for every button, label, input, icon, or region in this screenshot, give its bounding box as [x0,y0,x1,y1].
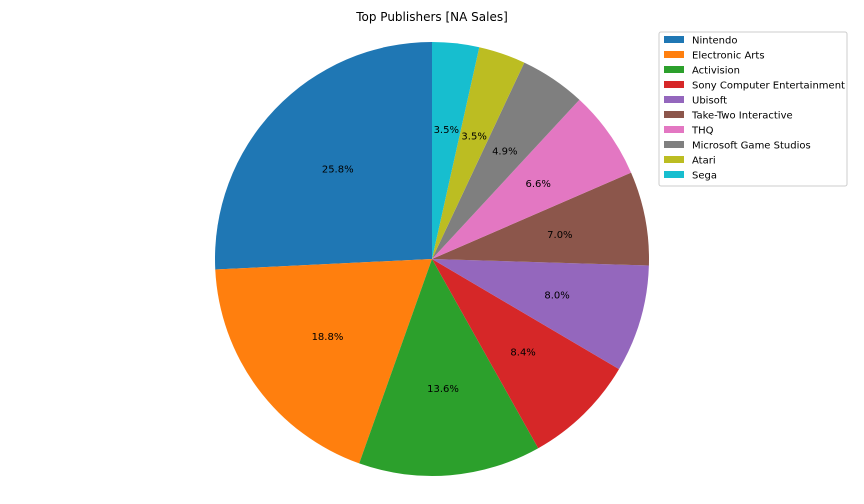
legend: Nintendo Electronic Arts Activision Sony Co… [658,31,848,187]
legend-entry-label: Ubisoft [692,96,727,107]
pie-slice-atari [432,47,525,259]
legend-entry-label: Atari [692,156,716,167]
legend-entry-label: Take-Two Interactive [691,111,793,122]
legend-entry-label: Sony Computer Entertainment [692,81,845,92]
legend-entry-label: Microsoft Game Studios [692,141,811,152]
legend-entry-label: Nintendo [692,36,737,47]
percent-label: 6.6% [526,179,551,190]
percent-label: 7.0% [547,230,572,241]
legend-swatch [664,81,684,88]
legend-swatch [664,141,684,148]
percent-label: 3.5% [434,125,459,136]
percent-label: 13.6% [427,384,459,395]
legend-swatch [664,171,684,178]
legend-entry-label: Sega [692,171,717,182]
pie-slice-microsoft-game-studios [432,62,580,259]
pie-slice-thq [432,99,632,259]
pie-slice-sony-computer-entertainment [432,259,620,449]
pie-slice-electronic-arts [215,259,432,464]
pie-slice-sega [432,42,480,259]
percent-label: 4.9% [492,147,517,158]
legend-swatch [664,51,684,58]
legend-swatch [664,36,684,43]
pie-slices [214,42,649,477]
legend-swatch [664,111,684,118]
legend-entry-label: Activision [692,66,740,77]
percent-label: 18.8% [312,332,344,343]
percent-label: 3.5% [461,131,486,142]
legend-frame [658,31,848,187]
percent-labels: 25.8% 18.8% 13.6% 8.4% 8.0% 7.0% 6.6% 4.9% 3.5%3… [312,125,573,395]
legend-entry-label: THQ [691,126,714,137]
percent-label: 8.4% [510,347,535,358]
percent-label: 8.0% [544,291,569,302]
chart-title: Top Publishers [NA Sales] [355,10,508,24]
pie-slice-nintendo [214,42,432,270]
legend-swatch [664,66,684,73]
pie-slice-take-two-interactive [432,172,649,266]
legend-entry-label: Electronic Arts [692,51,765,62]
percent-label: 25.8% [322,165,354,176]
pie-slice-activision [359,259,539,477]
pie-slice-ubisoft [432,259,649,370]
legend-swatch [664,96,684,103]
legend-swatch [664,126,684,133]
legend-swatch [664,156,684,163]
